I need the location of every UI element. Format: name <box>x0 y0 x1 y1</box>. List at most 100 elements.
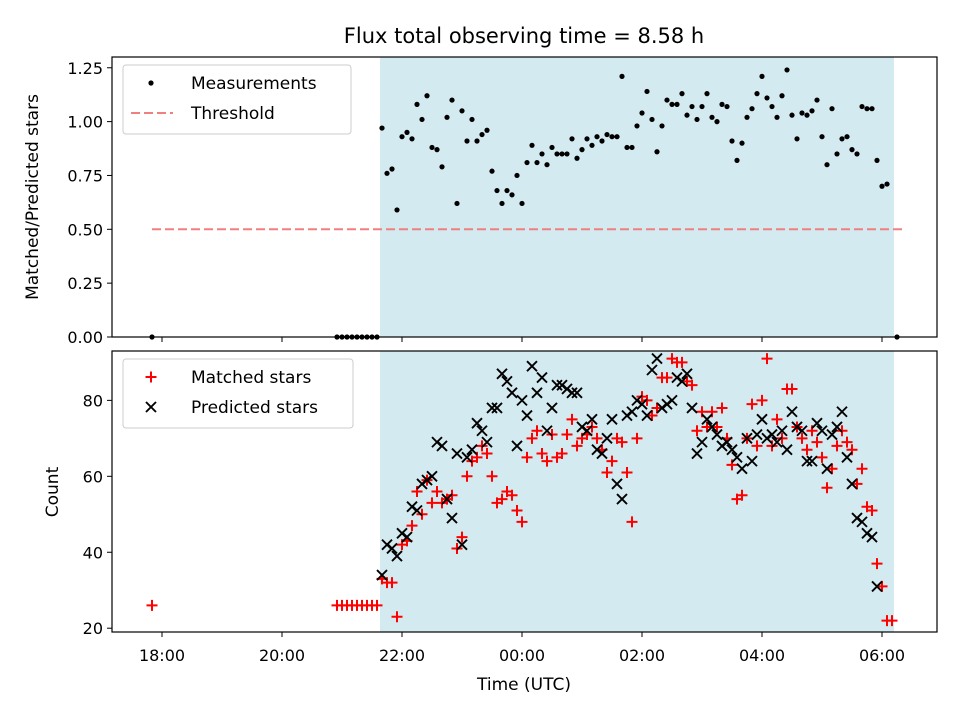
data-point <box>691 447 703 460</box>
legend-label: Measurements <box>191 74 317 94</box>
observing-window <box>380 57 894 337</box>
data-point <box>781 444 793 456</box>
data-point <box>604 131 610 138</box>
data-point <box>594 134 600 140</box>
data-point <box>506 387 518 399</box>
data-point <box>794 136 800 142</box>
data-point <box>571 440 583 452</box>
data-point <box>651 352 663 365</box>
data-point <box>496 368 508 380</box>
data-point <box>786 383 798 395</box>
data-point <box>389 166 395 172</box>
data-point <box>859 103 865 110</box>
data-point <box>886 615 898 627</box>
data-point <box>581 425 593 437</box>
data-point <box>744 114 750 120</box>
data-point <box>601 467 613 479</box>
data-point <box>801 455 813 467</box>
x-tick-label: 06:00 <box>859 646 905 665</box>
data-point <box>634 123 640 129</box>
data-point <box>754 91 760 97</box>
data-point <box>519 200 525 207</box>
data-point <box>666 394 678 407</box>
legend-marker <box>145 401 157 413</box>
data-point <box>531 387 543 399</box>
data-point <box>826 428 838 441</box>
y-tick-label: 0.00 <box>67 328 103 347</box>
data-point <box>879 183 885 189</box>
data-point <box>726 444 738 456</box>
data-point <box>756 394 768 406</box>
data-point <box>601 432 613 445</box>
data-point <box>866 504 878 516</box>
data-point <box>874 157 880 163</box>
data-point <box>686 402 698 414</box>
data-point <box>616 493 628 505</box>
data-point <box>759 73 765 79</box>
data-point <box>816 451 828 463</box>
x-tick-label: 02:00 <box>619 646 665 665</box>
data-point <box>474 138 480 144</box>
data-point <box>559 151 565 157</box>
data-point <box>611 478 623 490</box>
data-point <box>394 207 400 213</box>
y-tick-label: 1.25 <box>67 59 103 78</box>
data-point <box>724 103 730 110</box>
data-point <box>521 451 533 463</box>
data-point <box>674 101 680 107</box>
legend-label: Threshold <box>190 104 275 124</box>
data-point <box>779 93 785 99</box>
data-point <box>819 134 825 140</box>
data-point <box>844 134 850 140</box>
x-tick-label: 20:00 <box>259 646 305 665</box>
data-point <box>676 356 688 368</box>
data-point <box>661 372 673 384</box>
data-point <box>409 136 415 142</box>
data-point <box>516 394 528 407</box>
data-point <box>814 97 820 103</box>
data-point <box>431 486 443 497</box>
data-point <box>721 436 733 448</box>
data-point <box>426 470 438 482</box>
data-point <box>639 110 645 116</box>
data-point <box>499 200 505 207</box>
data-point <box>679 91 685 97</box>
data-point <box>796 432 808 444</box>
data-point <box>636 398 648 410</box>
data-point <box>824 162 830 168</box>
data-point <box>371 599 383 611</box>
data-point <box>539 151 545 157</box>
data-point <box>449 97 455 103</box>
data-point <box>809 108 815 114</box>
data-point <box>736 463 748 475</box>
data-point <box>461 470 473 482</box>
data-point <box>751 428 763 441</box>
legend: Matched stars Predicted stars <box>122 358 354 429</box>
data-point <box>669 101 675 107</box>
data-point <box>464 138 470 144</box>
data-point <box>549 144 555 151</box>
data-point <box>401 531 413 543</box>
data-point <box>776 425 788 437</box>
data-point <box>729 138 735 144</box>
data-point <box>536 371 548 384</box>
data-point <box>811 436 823 448</box>
data-point <box>589 142 595 148</box>
top-panel: 0.00 0.25 0.50 0.75 1.00 1.25 Measurements Thre… <box>67 56 938 347</box>
top-y-axis-label: Matched/Predicted stars <box>23 94 43 300</box>
legend-box <box>122 64 352 135</box>
y-tick-label: 0.75 <box>67 166 103 185</box>
data-point <box>514 172 520 179</box>
data-point <box>541 425 553 437</box>
data-point <box>846 478 858 490</box>
data-point <box>424 93 430 99</box>
data-point <box>854 151 860 157</box>
data-point <box>821 463 833 475</box>
data-point <box>704 91 710 97</box>
data-point <box>591 432 603 444</box>
data-point <box>799 110 805 116</box>
legend-box <box>122 358 354 429</box>
data-point <box>659 123 665 129</box>
data-point <box>789 112 795 118</box>
data-point <box>466 444 478 456</box>
